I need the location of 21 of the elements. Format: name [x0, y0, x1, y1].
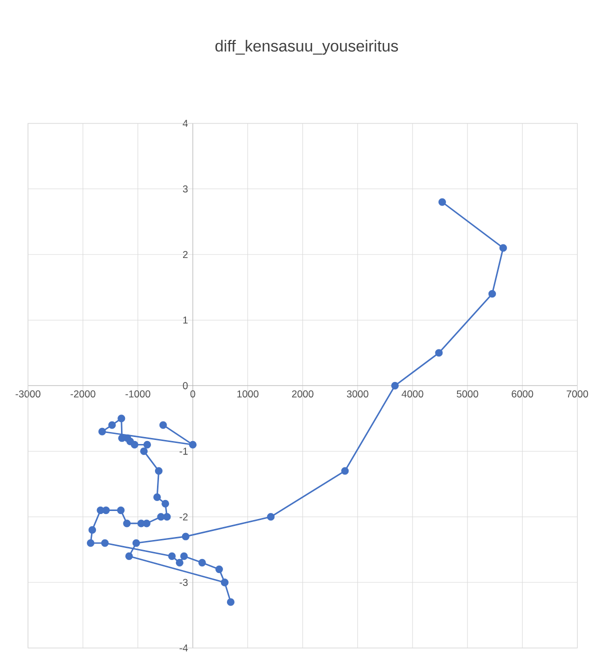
- x-tick-label: 1000: [237, 390, 258, 398]
- y-tick-label: -3: [180, 578, 188, 586]
- y-tick-label: 4: [182, 120, 188, 127]
- y-tick-label: -2: [180, 513, 188, 520]
- x-tick-label: 5000: [456, 390, 478, 398]
- x-tick-label: 4000: [402, 390, 424, 398]
- x-tick-label: 7000: [566, 390, 588, 398]
- x-tick-label: -1000: [126, 390, 150, 398]
- x-tick-label: -2000: [70, 390, 96, 398]
- x-tick-label: -3000: [16, 390, 40, 398]
- x-tick-label: 6000: [512, 390, 534, 398]
- y-tick-label: 2: [183, 251, 188, 258]
- x-tick-label: 2000: [292, 390, 314, 398]
- y-tick-label: 3: [182, 185, 188, 192]
- y-tick-label: -4: [180, 644, 188, 652]
- chart-title: diff_kensasuu_youseiritus: [215, 40, 398, 55]
- y-tick-label: -1: [180, 448, 188, 455]
- x-tick-label: 3000: [346, 390, 368, 398]
- y-tick-label: 0: [182, 382, 188, 390]
- y-tick-label: 1: [183, 316, 188, 324]
- x-tick-label: 0: [190, 390, 196, 398]
